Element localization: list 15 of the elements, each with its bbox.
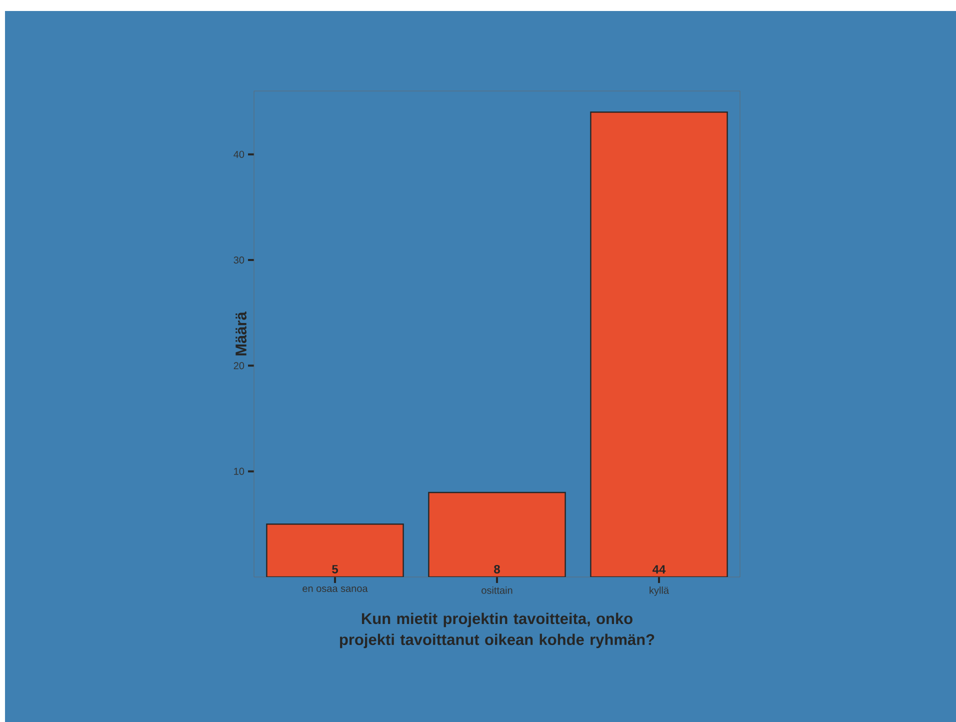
x-tick-label: en osaa sanoa xyxy=(302,586,368,592)
bar xyxy=(590,112,728,577)
data-label: 5 xyxy=(332,565,338,574)
y-axis-title: Määrä xyxy=(236,312,246,356)
x-tick-label: kyllä xyxy=(650,586,670,596)
bar xyxy=(428,492,566,577)
y-tick-label: 30 xyxy=(234,256,244,264)
x-axis-title: Kun mietit projektin tavoitteita, onko projekti tavoittanut oikean kohde ryhmän? xyxy=(340,612,654,648)
bar xyxy=(266,524,404,577)
y-tick-label: 20 xyxy=(234,362,244,370)
data-label: 8 xyxy=(494,564,500,574)
x-tick-label: osittain xyxy=(482,586,512,594)
data-label: 44 xyxy=(652,565,666,574)
y-tick-label: 40 xyxy=(234,150,244,158)
y-tick-label: 10 xyxy=(234,468,244,475)
